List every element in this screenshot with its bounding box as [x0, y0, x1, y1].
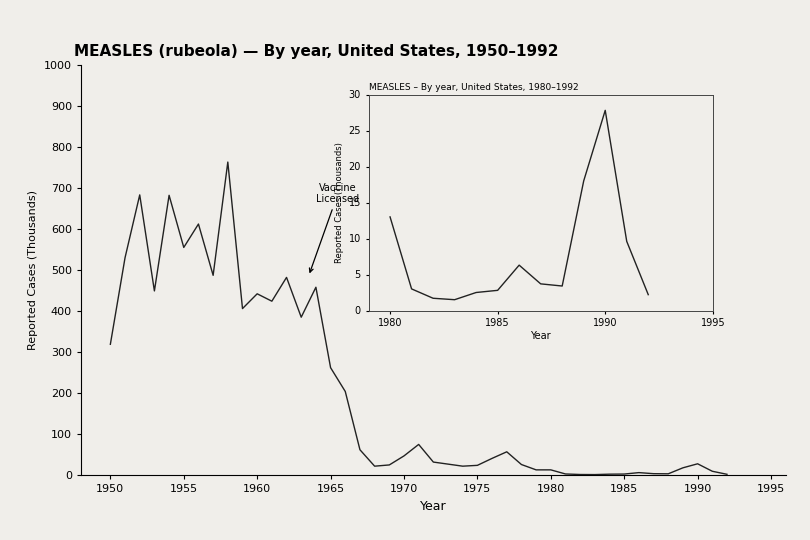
Y-axis label: Reported Cases (Thousands): Reported Cases (Thousands)	[335, 142, 344, 263]
X-axis label: Year: Year	[531, 331, 551, 341]
X-axis label: Year: Year	[420, 500, 446, 513]
Y-axis label: Reported Cases (Thousands): Reported Cases (Thousands)	[28, 190, 38, 350]
Text: Vaccine
Licensed: Vaccine Licensed	[309, 183, 360, 272]
Text: MEASLES – By year, United States, 1980–1992: MEASLES – By year, United States, 1980–1…	[369, 83, 578, 92]
Text: MEASLES (rubeola) — By year, United States, 1950–1992: MEASLES (rubeola) — By year, United Stat…	[74, 44, 558, 59]
